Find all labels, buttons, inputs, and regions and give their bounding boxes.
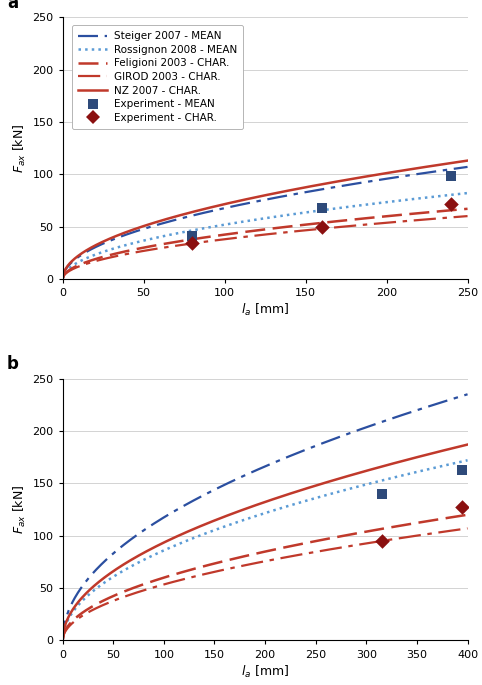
Point [447,171,455,182]
Point [458,464,466,475]
Text: a: a [7,0,18,12]
Y-axis label: $F_{ax}$ [kN]: $F_{ax}$ [kN] [12,485,28,534]
Y-axis label: $F_{ax}$ [kN]: $F_{ax}$ [kN] [12,123,28,173]
Legend: Steiger 2007 - MEAN, Rossignon 2008 - MEAN, Feligioni 2003 - CHAR., GIROD 2003 -: Steiger 2007 - MEAN, Rossignon 2008 - ME… [72,25,243,129]
X-axis label: $l_a$ [mm]: $l_a$ [mm] [241,302,289,319]
Point [188,231,196,242]
Point [377,536,385,547]
Point [318,202,326,213]
Point [377,488,385,499]
Text: b: b [6,356,18,373]
X-axis label: $l_a$ [mm]: $l_a$ [mm] [241,664,289,680]
Point [458,502,466,513]
Point [318,221,326,232]
Point [188,238,196,249]
Point [447,198,455,209]
